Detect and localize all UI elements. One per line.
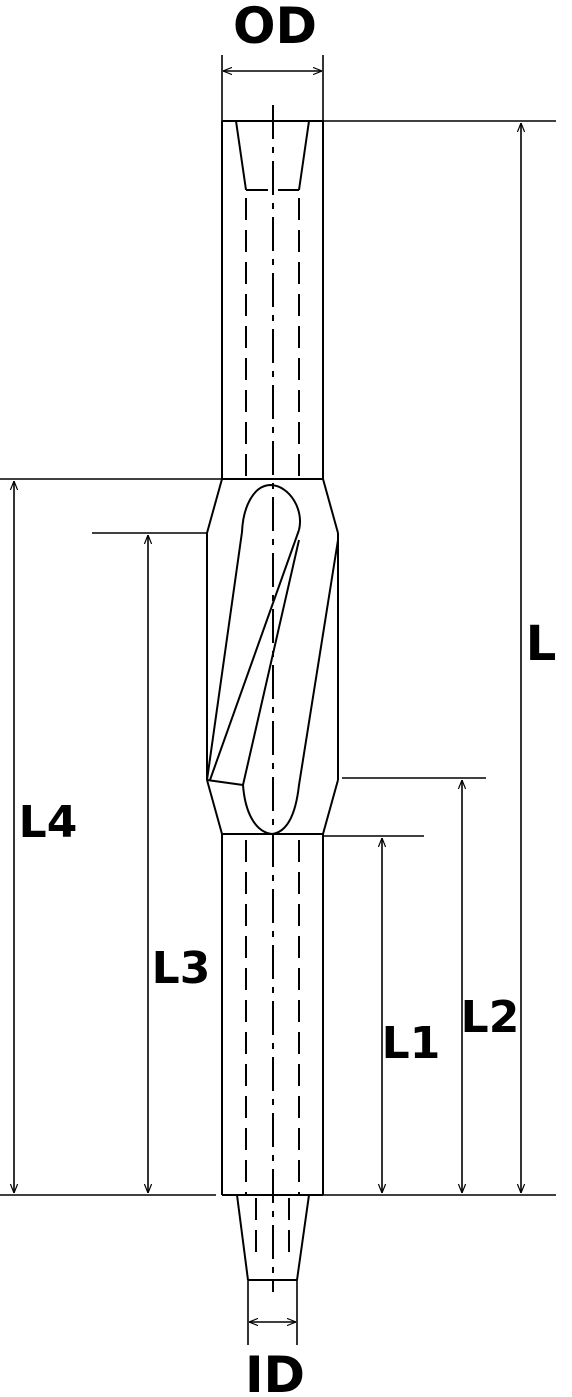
- spiral-blades: [206, 483, 339, 836]
- l-label: L: [526, 616, 557, 672]
- l3-label: L3: [152, 943, 211, 994]
- od-label: OD: [233, 0, 317, 55]
- blade-section: [206, 478, 339, 835]
- tool-body: [206, 105, 339, 1292]
- lower-body: [221, 834, 324, 1196]
- l2-label: L2: [461, 992, 520, 1043]
- l1-label: L1: [382, 1018, 441, 1069]
- id-label: ID: [245, 1346, 305, 1397]
- dimensions: [0, 55, 556, 1345]
- pin-connection: [236, 1194, 310, 1281]
- labels: OD ID L L4 L3 L2 L1: [19, 0, 557, 1397]
- upper-body: [221, 120, 324, 479]
- id-dimension: [247, 1280, 298, 1345]
- od-dimension: [221, 55, 324, 121]
- l4-label: L4: [19, 797, 78, 848]
